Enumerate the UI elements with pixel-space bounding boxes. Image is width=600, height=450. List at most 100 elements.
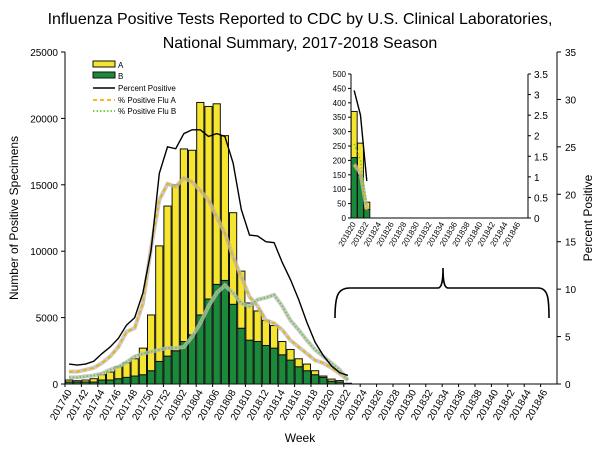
bar-a: [81, 379, 90, 383]
bar-b: [270, 347, 279, 385]
legend-label: B: [118, 72, 123, 81]
inset-y-tick-label: 0: [342, 214, 347, 223]
bar-b: [122, 376, 131, 385]
bar-b: [253, 341, 262, 385]
inset-y2-tick-label: 3.5: [534, 70, 548, 81]
inset-y-tick-label: 50: [337, 200, 346, 209]
bar-a: [106, 371, 115, 381]
legend: AB Percent Positive % Positive Flu A % Posi…: [92, 60, 176, 116]
bar-b: [294, 366, 303, 385]
bar-a: [253, 310, 262, 343]
bar-a: [261, 319, 270, 346]
bar-a: [286, 348, 295, 361]
inset-y-tick-label: 350: [333, 113, 347, 122]
bar-b: [138, 374, 148, 385]
bar-a: [319, 375, 328, 378]
legend-label: A: [118, 61, 124, 70]
bar-b: [163, 355, 172, 385]
inset-line-pct-flu-b: [353, 143, 368, 206]
inset-y-tick-label: 400: [333, 99, 347, 108]
inset-y-tick-label: 450: [333, 84, 347, 93]
y-tick-label: 0: [52, 380, 58, 391]
bar-a: [155, 245, 164, 362]
inset-y-tick-label: 150: [333, 171, 347, 180]
inset-y2-tick-label: 0: [534, 214, 540, 225]
bar-b: [237, 327, 246, 385]
bar-b: [147, 370, 156, 385]
bar-b: [319, 376, 328, 385]
bar-a: [196, 101, 205, 316]
legend-swatch-0: [92, 60, 116, 68]
y-tick-label: 5000: [36, 314, 59, 325]
y-tick-label: 20000: [30, 114, 58, 125]
y-tick-label: 25000: [30, 48, 58, 59]
bar-b: [245, 339, 254, 385]
bar-a: [278, 341, 287, 356]
bar-a: [311, 370, 320, 376]
bar-b: [220, 279, 230, 385]
bar-a: [138, 347, 148, 376]
legend-label: % Positive Flu A: [118, 96, 176, 105]
inset-line-pct-flu-a: [353, 164, 368, 210]
bar-a: [220, 135, 230, 281]
legend-label: Percent Positive: [118, 84, 176, 93]
bar-a: [130, 358, 139, 377]
bar-b: [114, 378, 123, 385]
inset-line-percent-positive: [353, 90, 368, 182]
chart-title-line2: National Summary, 2017-2018 Season: [163, 35, 438, 52]
zoom-bracket: [334, 267, 550, 319]
inset-y-tick-label: 300: [333, 128, 347, 137]
inset-bar-a: [350, 110, 358, 159]
inset-y2-tick-label: 1: [534, 173, 540, 184]
legend-label: % Positive Flu B: [118, 107, 176, 116]
inset-y-tick-label: 500: [333, 70, 347, 79]
y2-tick-label: 20: [565, 190, 577, 201]
bar-a: [163, 205, 172, 357]
bar-a: [270, 325, 279, 349]
bar-a: [335, 380, 344, 383]
bar-a: [188, 149, 197, 336]
bar-b: [155, 360, 164, 385]
bar-b: [97, 379, 107, 385]
y-axis-label: Number of Positive Specimens: [7, 136, 21, 300]
bar-b: [229, 303, 238, 385]
inset-bar-b: [363, 208, 371, 219]
line-pct-flu-a-shadow: [69, 175, 350, 382]
bar-b: [261, 344, 270, 385]
y2-tick-label: 5: [565, 333, 571, 344]
legend-swatch-1: [92, 71, 116, 79]
bar-b: [311, 374, 320, 385]
inset-y-tick-label: 200: [333, 156, 347, 165]
bar-b: [278, 354, 287, 385]
inset-background: [351, 70, 528, 218]
bar-b: [286, 359, 295, 385]
inset-y2-tick-label: 1.5: [534, 152, 548, 163]
inset-y2-tick-label: 3: [534, 91, 540, 102]
bar-a: [179, 148, 189, 343]
bar-a: [327, 378, 336, 382]
inset-y2-tick-label: 2.5: [534, 111, 548, 122]
y2-tick-label: 15: [565, 238, 577, 249]
y2-tick-label: 30: [565, 95, 577, 106]
inset-y2-tick-label: 0.5: [534, 193, 548, 204]
y2-tick-label: 25: [565, 143, 577, 154]
y-tick-label: 10000: [30, 247, 58, 258]
bar-a: [171, 184, 180, 352]
bar-a: [147, 314, 156, 372]
inset-y-tick-label: 250: [333, 142, 347, 151]
bar-a: [65, 379, 74, 383]
x-axis-label: Week: [285, 431, 316, 445]
bar-a: [212, 103, 221, 285]
line-percent-positive: [69, 129, 349, 377]
bar-a: [302, 363, 311, 372]
y2-tick-label: 35: [565, 48, 577, 59]
inset-y2-tick-label: 2: [534, 132, 540, 143]
bar-b: [130, 375, 139, 385]
y2-tick-label: 0: [565, 380, 571, 391]
y2-tick-label: 10: [565, 285, 577, 296]
chart-title-line1: Influenza Positive Tests Reported to CDC…: [48, 11, 553, 28]
bar-b: [106, 379, 115, 385]
bar-b: [171, 350, 180, 385]
